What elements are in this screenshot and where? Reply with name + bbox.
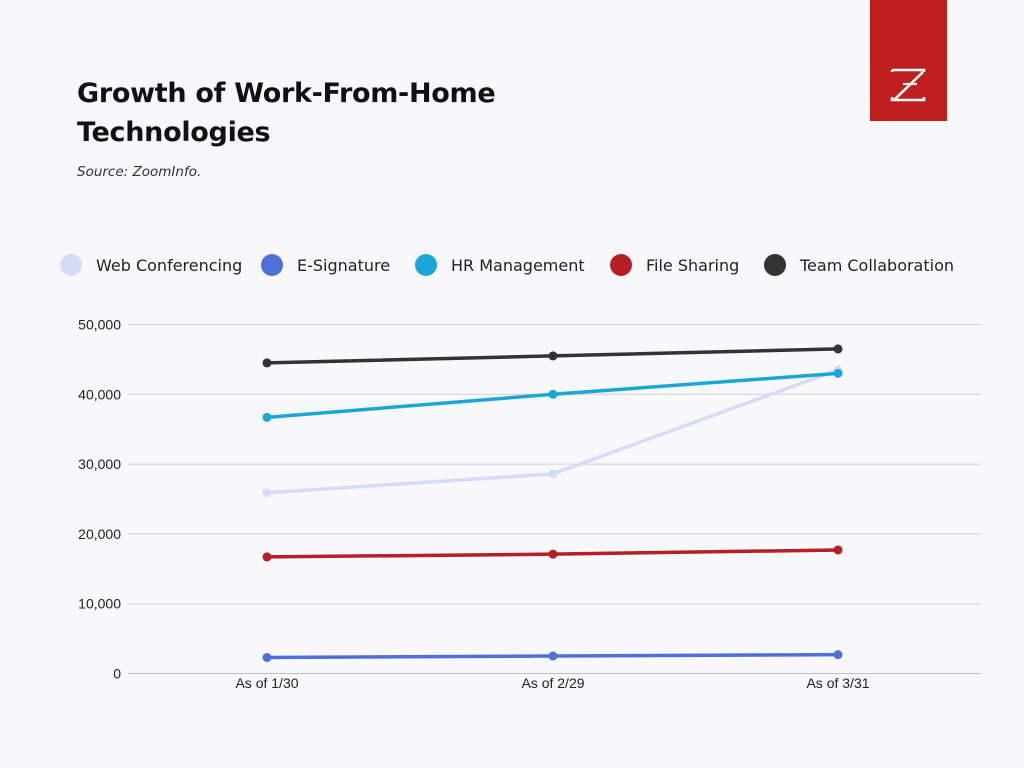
data-point-e-signature [833,650,843,660]
source-note: Source: ZoomInfo. [77,164,202,180]
legend-item-e-signature: E-Signature [261,252,390,278]
data-point-team-collaboration [833,344,843,354]
legend-label: Web Conferencing [96,255,243,275]
data-point-hr-management [548,389,558,399]
legend-item-hr-management: HR Management [415,252,585,278]
data-point-web-conferencing [262,488,272,498]
zoominfo-z-logo-icon [890,68,926,102]
data-point-hr-management [833,368,843,378]
chart-legend: Web Conferencing E-Signature HR Manageme… [60,252,1000,278]
data-point-file-sharing [833,545,843,555]
y-tick-label: 50,000 [78,317,121,333]
data-point-file-sharing [262,552,272,562]
legend-item-team-collaboration: Team Collaboration [764,252,954,278]
data-point-hr-management [262,412,272,422]
data-point-file-sharing [548,549,558,559]
x-tick-label: As of 1/30 [235,675,298,691]
x-tick-label: As of 2/29 [521,675,584,691]
legend-swatch [610,254,632,276]
page-title: Growth of Work-From-Home Technologies [77,78,496,148]
y-tick-label: 20,000 [78,526,121,542]
y-tick-label: 0 [113,666,121,682]
y-tick-label: 10,000 [78,596,121,612]
legend-swatch [764,254,786,276]
data-point-team-collaboration [262,358,272,368]
y-tick-label: 40,000 [78,386,121,402]
y-tick-label: 30,000 [78,456,121,472]
x-tick-label: As of 3/31 [806,675,869,691]
legend-label: HR Management [451,255,585,275]
legend-label: Team Collaboration [800,255,955,275]
data-point-e-signature [548,651,558,661]
data-point-e-signature [262,652,272,662]
legend-item-web-conferencing: Web Conferencing [60,252,242,278]
data-point-web-conferencing [548,469,558,479]
legend-label: File Sharing [646,255,740,275]
legend-swatch [415,254,437,276]
legend-item-file-sharing: File Sharing [610,252,739,278]
legend-swatch [60,254,82,276]
legend-swatch [261,254,283,276]
legend-label: E-Signature [297,255,391,275]
brand-logo [870,0,947,121]
data-point-team-collaboration [548,351,558,361]
